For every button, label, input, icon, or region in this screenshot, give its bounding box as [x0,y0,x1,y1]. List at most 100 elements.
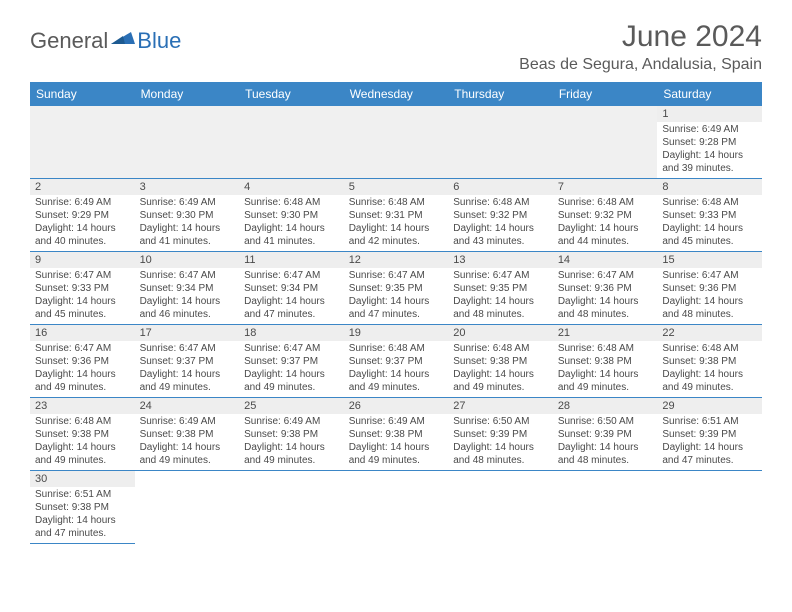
day-number: 27 [448,398,553,414]
day-info: Sunrise: 6:49 AMSunset: 9:38 PMDaylight:… [135,414,240,470]
day-info: Sunrise: 6:47 AMSunset: 9:36 PMDaylight:… [553,268,658,324]
day-info: Sunrise: 6:48 AMSunset: 9:38 PMDaylight:… [30,414,135,470]
calendar-day-cell: 14Sunrise: 6:47 AMSunset: 9:36 PMDayligh… [553,252,658,325]
day-number: 10 [135,252,240,268]
day-info: Sunrise: 6:50 AMSunset: 9:39 PMDaylight:… [553,414,658,470]
calendar-week-row: 16Sunrise: 6:47 AMSunset: 9:36 PMDayligh… [30,325,762,398]
day-info: Sunrise: 6:47 AMSunset: 9:35 PMDaylight:… [448,268,553,324]
day-info: Sunrise: 6:47 AMSunset: 9:34 PMDaylight:… [135,268,240,324]
weekday-header: Saturday [657,82,762,106]
day-number: 26 [344,398,449,414]
day-info: Sunrise: 6:47 AMSunset: 9:36 PMDaylight:… [657,268,762,324]
calendar-body: 1Sunrise: 6:49 AMSunset: 9:28 PMDaylight… [30,106,762,544]
month-title: June 2024 [519,20,762,54]
location-subtitle: Beas de Segura, Andalusia, Spain [519,56,762,74]
calendar-day-cell: 1Sunrise: 6:49 AMSunset: 9:28 PMDaylight… [657,106,762,179]
day-number: 23 [30,398,135,414]
day-number: 18 [239,325,344,341]
calendar-day-cell: 12Sunrise: 6:47 AMSunset: 9:35 PMDayligh… [344,252,449,325]
day-info: Sunrise: 6:48 AMSunset: 9:33 PMDaylight:… [657,195,762,251]
day-number: 20 [448,325,553,341]
day-info: Sunrise: 6:49 AMSunset: 9:38 PMDaylight:… [344,414,449,470]
calendar-day-cell: 22Sunrise: 6:48 AMSunset: 9:38 PMDayligh… [657,325,762,398]
title-block: June 2024 Beas de Segura, Andalusia, Spa… [519,20,762,74]
day-number: 11 [239,252,344,268]
day-number: 1 [657,106,762,122]
calendar-week-row: 23Sunrise: 6:48 AMSunset: 9:38 PMDayligh… [30,398,762,471]
day-info: Sunrise: 6:49 AMSunset: 9:38 PMDaylight:… [239,414,344,470]
calendar-day-cell: 23Sunrise: 6:48 AMSunset: 9:38 PMDayligh… [30,398,135,471]
day-number: 30 [30,471,135,487]
weekday-header: Monday [135,82,240,106]
day-info: Sunrise: 6:47 AMSunset: 9:35 PMDaylight:… [344,268,449,324]
day-info: Sunrise: 6:48 AMSunset: 9:32 PMDaylight:… [448,195,553,251]
day-number: 2 [30,179,135,195]
day-number: 16 [30,325,135,341]
calendar-empty-cell [448,471,553,544]
calendar-day-cell: 20Sunrise: 6:48 AMSunset: 9:38 PMDayligh… [448,325,553,398]
logo: General Blue [30,28,181,54]
calendar-day-cell: 19Sunrise: 6:48 AMSunset: 9:37 PMDayligh… [344,325,449,398]
day-number: 15 [657,252,762,268]
day-number: 12 [344,252,449,268]
calendar-day-cell: 9Sunrise: 6:47 AMSunset: 9:33 PMDaylight… [30,252,135,325]
day-info: Sunrise: 6:48 AMSunset: 9:38 PMDaylight:… [553,341,658,397]
calendar-week-row: 1Sunrise: 6:49 AMSunset: 9:28 PMDaylight… [30,106,762,179]
calendar-day-cell: 29Sunrise: 6:51 AMSunset: 9:39 PMDayligh… [657,398,762,471]
day-number: 21 [553,325,658,341]
day-info: Sunrise: 6:48 AMSunset: 9:38 PMDaylight:… [657,341,762,397]
day-info: Sunrise: 6:49 AMSunset: 9:29 PMDaylight:… [30,195,135,251]
calendar-week-row: 9Sunrise: 6:47 AMSunset: 9:33 PMDaylight… [30,252,762,325]
day-info: Sunrise: 6:48 AMSunset: 9:32 PMDaylight:… [553,195,658,251]
calendar-empty-cell [239,106,344,179]
weekday-header-row: Sunday Monday Tuesday Wednesday Thursday… [30,82,762,106]
calendar-empty-cell [135,471,240,544]
calendar-day-cell: 10Sunrise: 6:47 AMSunset: 9:34 PMDayligh… [135,252,240,325]
day-info: Sunrise: 6:48 AMSunset: 9:37 PMDaylight:… [344,341,449,397]
calendar-day-cell: 17Sunrise: 6:47 AMSunset: 9:37 PMDayligh… [135,325,240,398]
day-info: Sunrise: 6:51 AMSunset: 9:39 PMDaylight:… [657,414,762,470]
day-info: Sunrise: 6:48 AMSunset: 9:38 PMDaylight:… [448,341,553,397]
day-number: 7 [553,179,658,195]
day-number: 4 [239,179,344,195]
calendar-day-cell: 13Sunrise: 6:47 AMSunset: 9:35 PMDayligh… [448,252,553,325]
calendar-day-cell: 3Sunrise: 6:49 AMSunset: 9:30 PMDaylight… [135,179,240,252]
calendar-day-cell: 27Sunrise: 6:50 AMSunset: 9:39 PMDayligh… [448,398,553,471]
day-info: Sunrise: 6:47 AMSunset: 9:33 PMDaylight:… [30,268,135,324]
calendar-day-cell: 24Sunrise: 6:49 AMSunset: 9:38 PMDayligh… [135,398,240,471]
weekday-header: Sunday [30,82,135,106]
calendar-day-cell: 6Sunrise: 6:48 AMSunset: 9:32 PMDaylight… [448,179,553,252]
calendar-empty-cell [553,471,658,544]
day-info: Sunrise: 6:48 AMSunset: 9:31 PMDaylight:… [344,195,449,251]
calendar-day-cell: 15Sunrise: 6:47 AMSunset: 9:36 PMDayligh… [657,252,762,325]
calendar-empty-cell [344,106,449,179]
calendar-day-cell: 8Sunrise: 6:48 AMSunset: 9:33 PMDaylight… [657,179,762,252]
calendar-table: Sunday Monday Tuesday Wednesday Thursday… [30,82,762,544]
day-info: Sunrise: 6:48 AMSunset: 9:30 PMDaylight:… [239,195,344,251]
calendar-day-cell: 25Sunrise: 6:49 AMSunset: 9:38 PMDayligh… [239,398,344,471]
day-number: 5 [344,179,449,195]
calendar-day-cell: 2Sunrise: 6:49 AMSunset: 9:29 PMDaylight… [30,179,135,252]
day-number: 19 [344,325,449,341]
calendar-day-cell: 11Sunrise: 6:47 AMSunset: 9:34 PMDayligh… [239,252,344,325]
day-number: 22 [657,325,762,341]
calendar-week-row: 30Sunrise: 6:51 AMSunset: 9:38 PMDayligh… [30,471,762,544]
day-info: Sunrise: 6:47 AMSunset: 9:37 PMDaylight:… [135,341,240,397]
day-info: Sunrise: 6:51 AMSunset: 9:38 PMDaylight:… [30,487,135,543]
weekday-header: Tuesday [239,82,344,106]
calendar-empty-cell [239,471,344,544]
calendar-empty-cell [135,106,240,179]
day-number: 3 [135,179,240,195]
calendar-empty-cell [30,106,135,179]
day-number: 13 [448,252,553,268]
calendar-empty-cell [448,106,553,179]
logo-text-blue: Blue [137,28,181,54]
logo-flag-icon [111,28,135,54]
day-number: 29 [657,398,762,414]
day-info: Sunrise: 6:47 AMSunset: 9:36 PMDaylight:… [30,341,135,397]
weekday-header: Friday [553,82,658,106]
calendar-empty-cell [344,471,449,544]
logo-text-general: General [30,28,108,54]
day-number: 6 [448,179,553,195]
day-number: 14 [553,252,658,268]
